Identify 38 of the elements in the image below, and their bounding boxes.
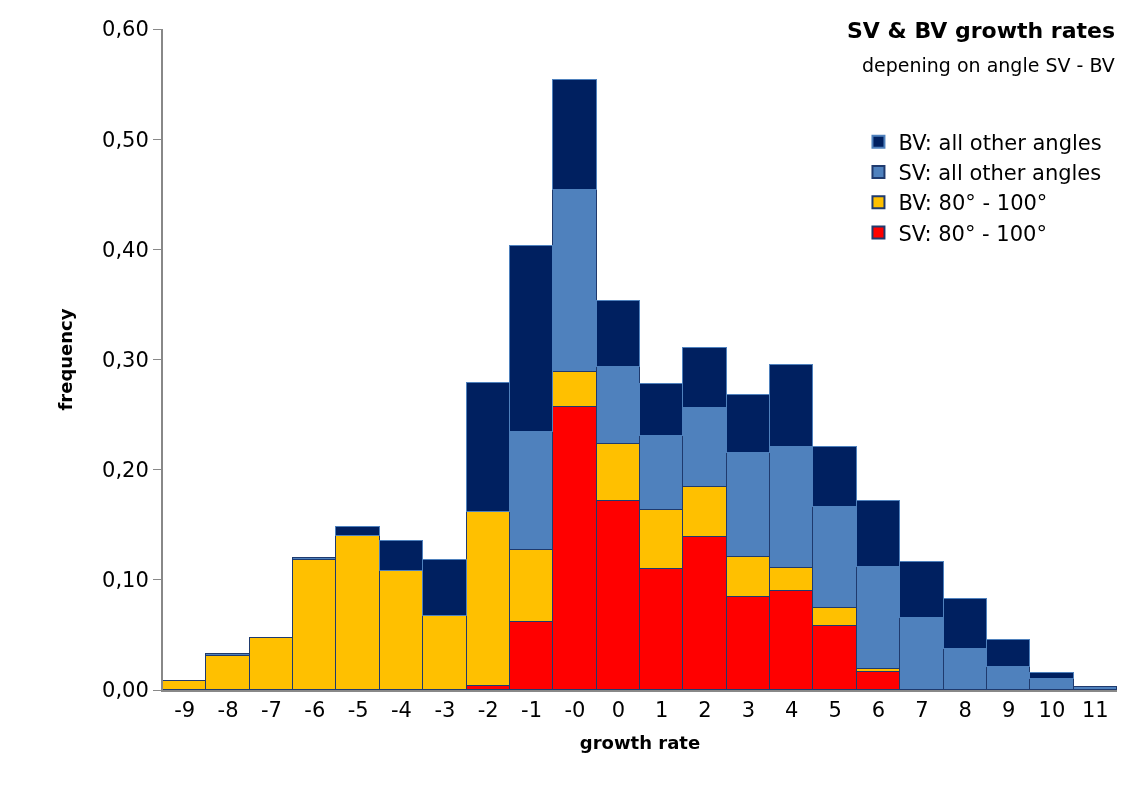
- x-tick-label: -1: [521, 698, 543, 723]
- x-tick-label: 6: [871, 698, 886, 723]
- x-tick-label: -7: [260, 698, 282, 723]
- x-axis-title: growth rate: [579, 731, 701, 753]
- x-tick-label: -4: [391, 698, 412, 723]
- x-tick-label: -9: [174, 698, 196, 723]
- y-tick-label: 0,20: [102, 458, 149, 483]
- x-tick-label: -5: [347, 698, 369, 723]
- x-tick-label: -8: [217, 698, 239, 723]
- legend-label: BV: 80° - 100°: [898, 191, 1048, 216]
- legend-label: SV: all other angles: [898, 161, 1102, 186]
- legend-label: BV: all other angles: [898, 130, 1102, 155]
- x-tick-label: 4: [785, 698, 799, 723]
- y-tick-label: 0,50: [102, 127, 149, 152]
- y-tick-label: 0,40: [102, 237, 149, 262]
- x-tick-label: -2: [477, 698, 499, 723]
- x-tick-label: -3: [434, 698, 456, 723]
- y-axis-title: frequency: [54, 308, 76, 411]
- legend-label: SV: 80° - 100°: [898, 221, 1047, 246]
- bar: [335, 526, 380, 536]
- x-tick-label: 1: [654, 698, 669, 723]
- x-tick-label: 11: [1081, 698, 1109, 723]
- x-tick-label: 0: [611, 698, 626, 723]
- y-tick-label: 0,60: [102, 17, 149, 42]
- x-tick-label: -0: [564, 698, 586, 723]
- x-tick-label: 3: [741, 698, 756, 723]
- x-tick-label: 5: [828, 698, 842, 723]
- x-tick-label: 9: [1001, 698, 1016, 723]
- x-tick-label: 7: [915, 698, 929, 723]
- y-tick-label: 0,10: [102, 568, 149, 593]
- y-tick-label: 0,00: [102, 678, 149, 703]
- y-tick-label: 0,30: [102, 347, 149, 372]
- chart-title: SV & BV growth rates: [847, 18, 1116, 43]
- x-tick-label: 2: [698, 698, 712, 723]
- x-tick-label: -6: [304, 698, 326, 723]
- x-tick-label: 10: [1038, 698, 1066, 723]
- text: depening on angle SV - BV: [862, 54, 1115, 76]
- x-tick-label: 8: [958, 698, 972, 723]
